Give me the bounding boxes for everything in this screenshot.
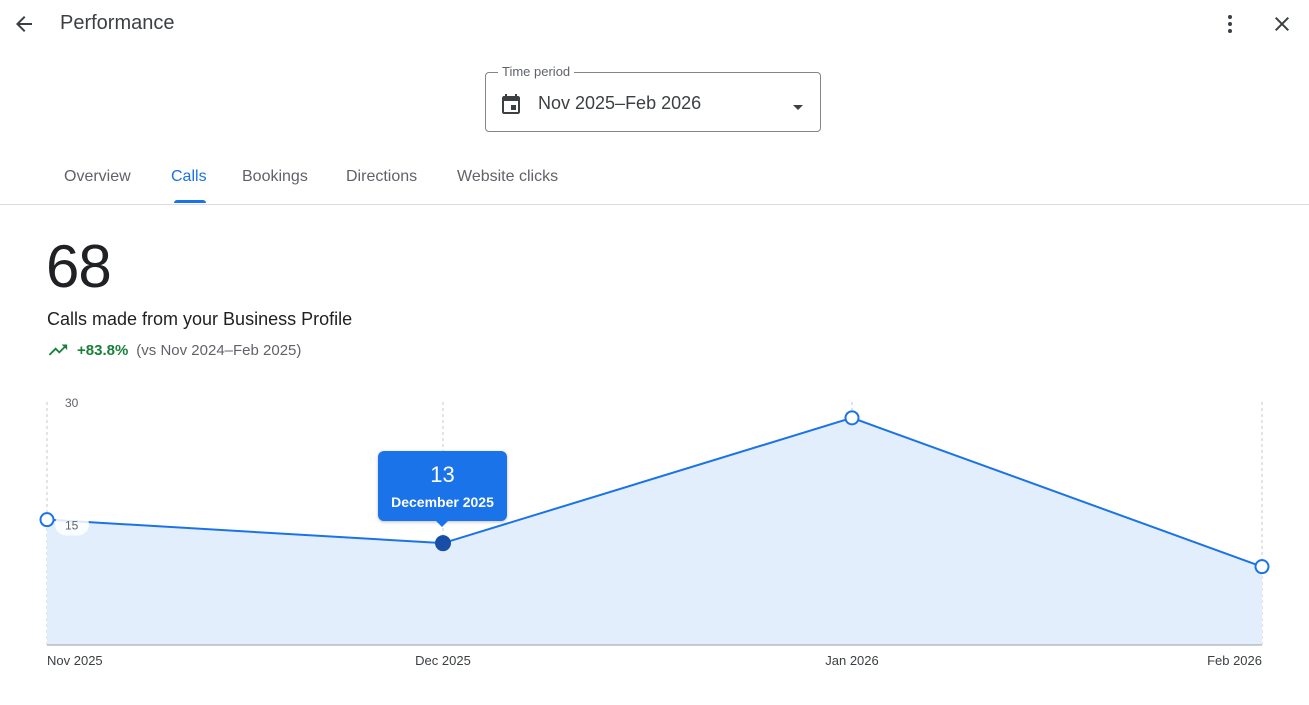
metric-label: Calls made from your Business Profile	[47, 309, 353, 329]
tab-directions[interactable]: Directions	[346, 168, 418, 185]
data-point[interactable]	[1254, 559, 1270, 575]
time-period-select[interactable]: Time period Nov 2025–Feb 2026	[485, 64, 821, 132]
tab-calls[interactable]: Calls	[171, 168, 207, 185]
tab-bookings[interactable]: Bookings	[242, 168, 308, 185]
x-tick-label: Dec 2025	[415, 653, 471, 668]
time-period-label: Time period	[498, 64, 575, 79]
tooltip-value: 13	[430, 462, 455, 487]
arrow-back-icon	[16, 16, 32, 32]
calls-chart: 30 15 Nov 2025 Dec 2025 Jan 2026 Feb 2026	[39, 396, 1270, 668]
top-bar: Performance	[0, 0, 1309, 48]
page-title: Performance	[60, 12, 175, 34]
change-percent: +83.8%	[77, 341, 129, 359]
tab-website-clicks[interactable]: Website clicks	[457, 168, 559, 185]
chart-tooltip: 13 December 2025	[378, 451, 507, 527]
close-button[interactable]	[1262, 4, 1302, 44]
close-icon	[1275, 17, 1289, 31]
chart-line	[46, 416, 1263, 568]
x-tick-label: Nov 2025	[47, 653, 103, 668]
data-point-selected[interactable]	[435, 535, 451, 552]
more-vert-icon	[1228, 15, 1232, 33]
active-tab-indicator	[174, 200, 206, 203]
time-period-value: Nov 2025–Feb 2026	[538, 93, 702, 113]
dropdown-arrow-icon	[793, 105, 803, 110]
tab-overview[interactable]: Overview	[64, 168, 131, 185]
metric-change: +83.8% (vs Nov 2024–Feb 2025)	[47, 339, 301, 361]
data-point[interactable]	[844, 410, 860, 426]
more-options-button[interactable]	[1210, 4, 1250, 44]
y-tick-label: 15	[65, 519, 79, 533]
tab-bar: Overview Calls Bookings Directions Websi…	[0, 152, 1309, 205]
y-tick-background	[55, 513, 89, 536]
chart-area	[47, 417, 1262, 645]
metric-total: 68	[46, 233, 112, 300]
x-tick-label: Jan 2026	[825, 653, 879, 668]
trending-up-icon	[48, 344, 68, 356]
tooltip-label: December 2025	[391, 494, 494, 510]
calendar-icon	[502, 94, 520, 114]
data-point[interactable]	[39, 512, 55, 528]
change-comparison: (vs Nov 2024–Feb 2025)	[136, 341, 302, 359]
back-button[interactable]	[4, 4, 44, 44]
x-tick-label: Feb 2026	[1207, 653, 1262, 668]
y-tick-label: 30	[65, 396, 79, 410]
